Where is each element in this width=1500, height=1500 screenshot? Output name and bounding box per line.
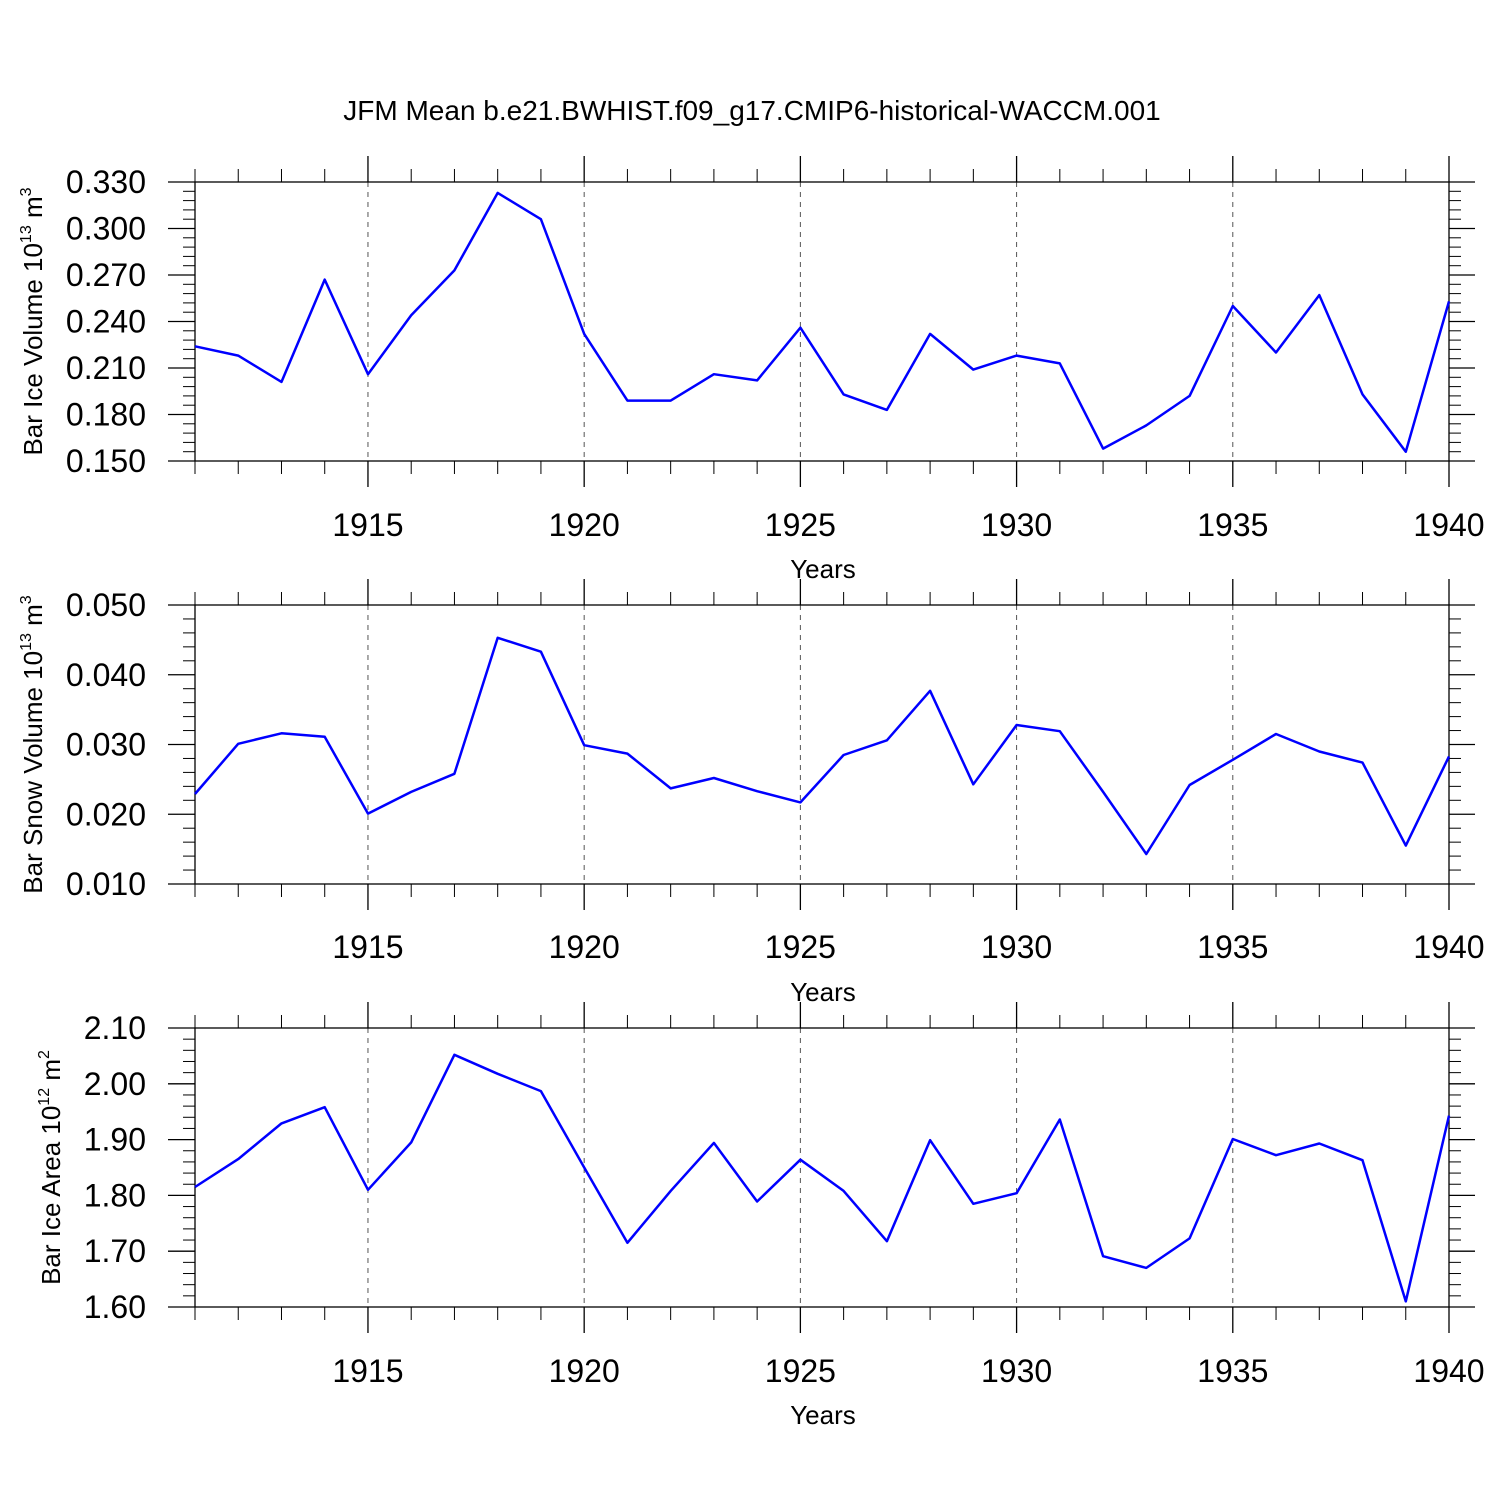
y-tick-label: 0.300 xyxy=(66,211,146,247)
x-axis-label: Years xyxy=(790,554,856,584)
x-tick-label: 1940 xyxy=(1413,929,1484,965)
x-axis-label: Years xyxy=(790,977,856,1007)
x-tick-label: 1920 xyxy=(549,1353,620,1389)
y-tick-label: 1.90 xyxy=(84,1122,146,1158)
x-tick-label: 1915 xyxy=(332,1353,403,1389)
y-tick-label: 1.80 xyxy=(84,1177,146,1213)
y-tick-label: 0.010 xyxy=(66,866,146,902)
x-axis-label: Years xyxy=(790,1400,856,1430)
y-tick-label: 0.040 xyxy=(66,657,146,693)
y-axis-label: Bar Ice Area 1012 m2 xyxy=(36,1050,66,1285)
y-tick-label: 0.020 xyxy=(66,796,146,832)
x-tick-label: 1925 xyxy=(765,929,836,965)
x-tick-label: 1935 xyxy=(1197,929,1268,965)
x-tick-label: 1925 xyxy=(765,1353,836,1389)
x-tick-label: 1920 xyxy=(549,507,620,543)
y-tick-label: 1.70 xyxy=(84,1233,146,1269)
x-tick-label: 1915 xyxy=(332,929,403,965)
series-line xyxy=(194,1053,1451,1303)
x-tick-label: 1920 xyxy=(549,929,620,965)
series-line xyxy=(194,636,1451,856)
y-axis-label: Bar Snow Volume 1013 m3 xyxy=(18,595,48,894)
x-tick-label: 1925 xyxy=(765,507,836,543)
y-tick-label: 0.150 xyxy=(66,443,146,479)
x-tick-label: 1940 xyxy=(1413,507,1484,543)
plot-frame xyxy=(194,181,1450,462)
x-tick-label: 1915 xyxy=(332,507,403,543)
y-axis-label: Bar Ice Volume 1013 m3 xyxy=(18,187,48,455)
y-tick-label: 2.10 xyxy=(84,1010,146,1046)
y-tick-label: 1.60 xyxy=(84,1289,146,1325)
panel-1: 0.150 0.180 0.210 0.240 0.270 0.300 0.330 1915 1… xyxy=(18,156,1485,584)
y-tick-label: 0.180 xyxy=(66,397,146,433)
x-tick-label: 1935 xyxy=(1197,1353,1268,1389)
panel-3: 1.60 1.70 1.80 1.90 2.00 2.10 1915 1920 1925 1930… xyxy=(36,1002,1485,1430)
y-tick-label: 0.210 xyxy=(66,350,146,386)
y-tick-label: 0.270 xyxy=(66,257,146,293)
x-tick-label: 1930 xyxy=(981,507,1052,543)
x-tick-label: 1930 xyxy=(981,1353,1052,1389)
plot-frame xyxy=(194,604,1450,885)
x-tick-label: 1930 xyxy=(981,929,1052,965)
panel-2: 0.010 0.020 0.030 0.040 0.050 1915 1920 1925 193… xyxy=(18,579,1485,1007)
chart-title: JFM Mean b.e21.BWHIST.f09_g17.CMIP6-hist… xyxy=(343,95,1160,126)
y-tick-label: 0.030 xyxy=(66,727,146,763)
y-tick-label: 0.050 xyxy=(66,587,146,623)
y-tick-label: 2.00 xyxy=(84,1066,146,1102)
plot-frame xyxy=(194,1027,1450,1308)
y-tick-label: 0.240 xyxy=(66,304,146,340)
series-line xyxy=(194,191,1451,453)
x-tick-label: 1935 xyxy=(1197,507,1268,543)
y-tick-label: 0.330 xyxy=(66,164,146,200)
x-tick-label: 1940 xyxy=(1413,1353,1484,1389)
